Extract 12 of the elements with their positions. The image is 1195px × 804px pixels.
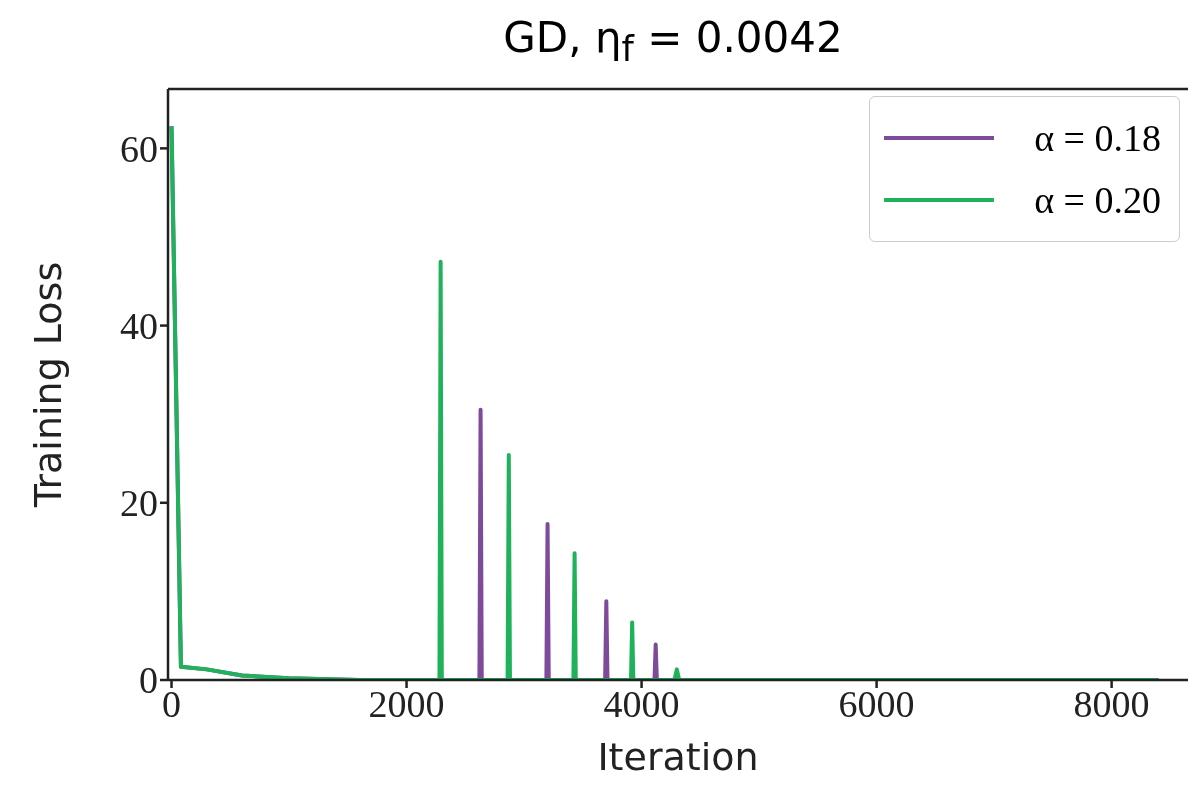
x-axis-title: Iteration [597,735,759,779]
x-tick-label: 2000 [368,682,445,725]
y-tick-label: 40 [120,305,158,348]
y-tick-label: 60 [120,127,158,170]
x-tick-label: 8000 [1073,682,1150,725]
chart-title: GD, η$_{f}$ = 0.0042 [503,13,843,70]
legend-label: α = 0.20 [1034,178,1161,222]
y-axis-title: Training Loss [26,261,71,509]
x-tick-label: 4000 [603,682,680,725]
y-tick-label: 20 [120,482,158,525]
legend-label: α = 0.18 [1034,116,1161,160]
x-tick-label: 6000 [838,682,915,725]
